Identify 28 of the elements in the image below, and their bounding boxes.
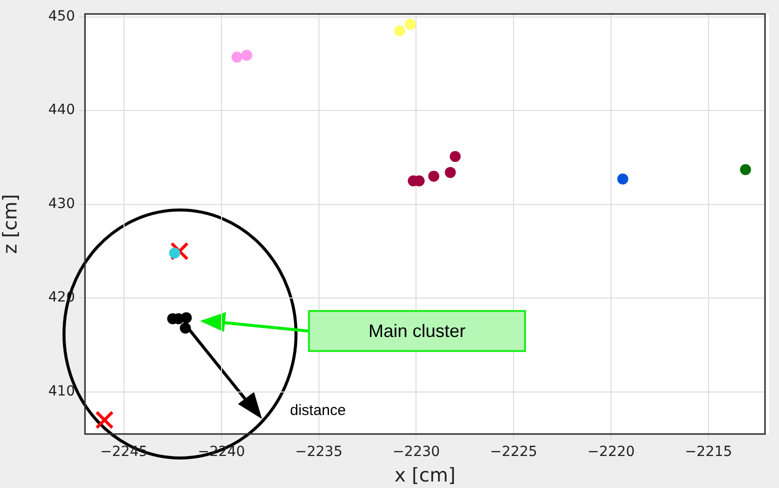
point [241, 50, 252, 61]
x-tick-label: −2230 [392, 444, 440, 460]
point [180, 322, 191, 334]
point [170, 242, 189, 260]
y-tick-label: 410 [48, 383, 75, 400]
y-tick-label: 430 [48, 196, 75, 212]
point [394, 25, 406, 36]
point [404, 18, 416, 30]
point [450, 151, 461, 162]
point [428, 170, 440, 182]
point [180, 312, 192, 324]
x-axis-title: x [cm] [394, 464, 456, 487]
point [444, 166, 456, 178]
y-tick-label: 450 [48, 8, 75, 24]
x-tick-label: −2215 [684, 444, 732, 460]
y-axis-title: z [cm] [0, 194, 22, 254]
x-tick-label: −2220 [587, 444, 635, 460]
point [617, 174, 628, 184]
annotation: distance [290, 402, 346, 419]
x-tick-label: −2245 [100, 444, 148, 460]
point [231, 52, 242, 63]
point [95, 410, 114, 430]
y-tick-label: 440 [48, 102, 75, 118]
point [169, 248, 180, 259]
label-box: Main cluster [308, 310, 526, 352]
x-tick-label: −2235 [295, 444, 342, 460]
x-tick-label: −2225 [490, 444, 538, 460]
point [740, 164, 752, 176]
